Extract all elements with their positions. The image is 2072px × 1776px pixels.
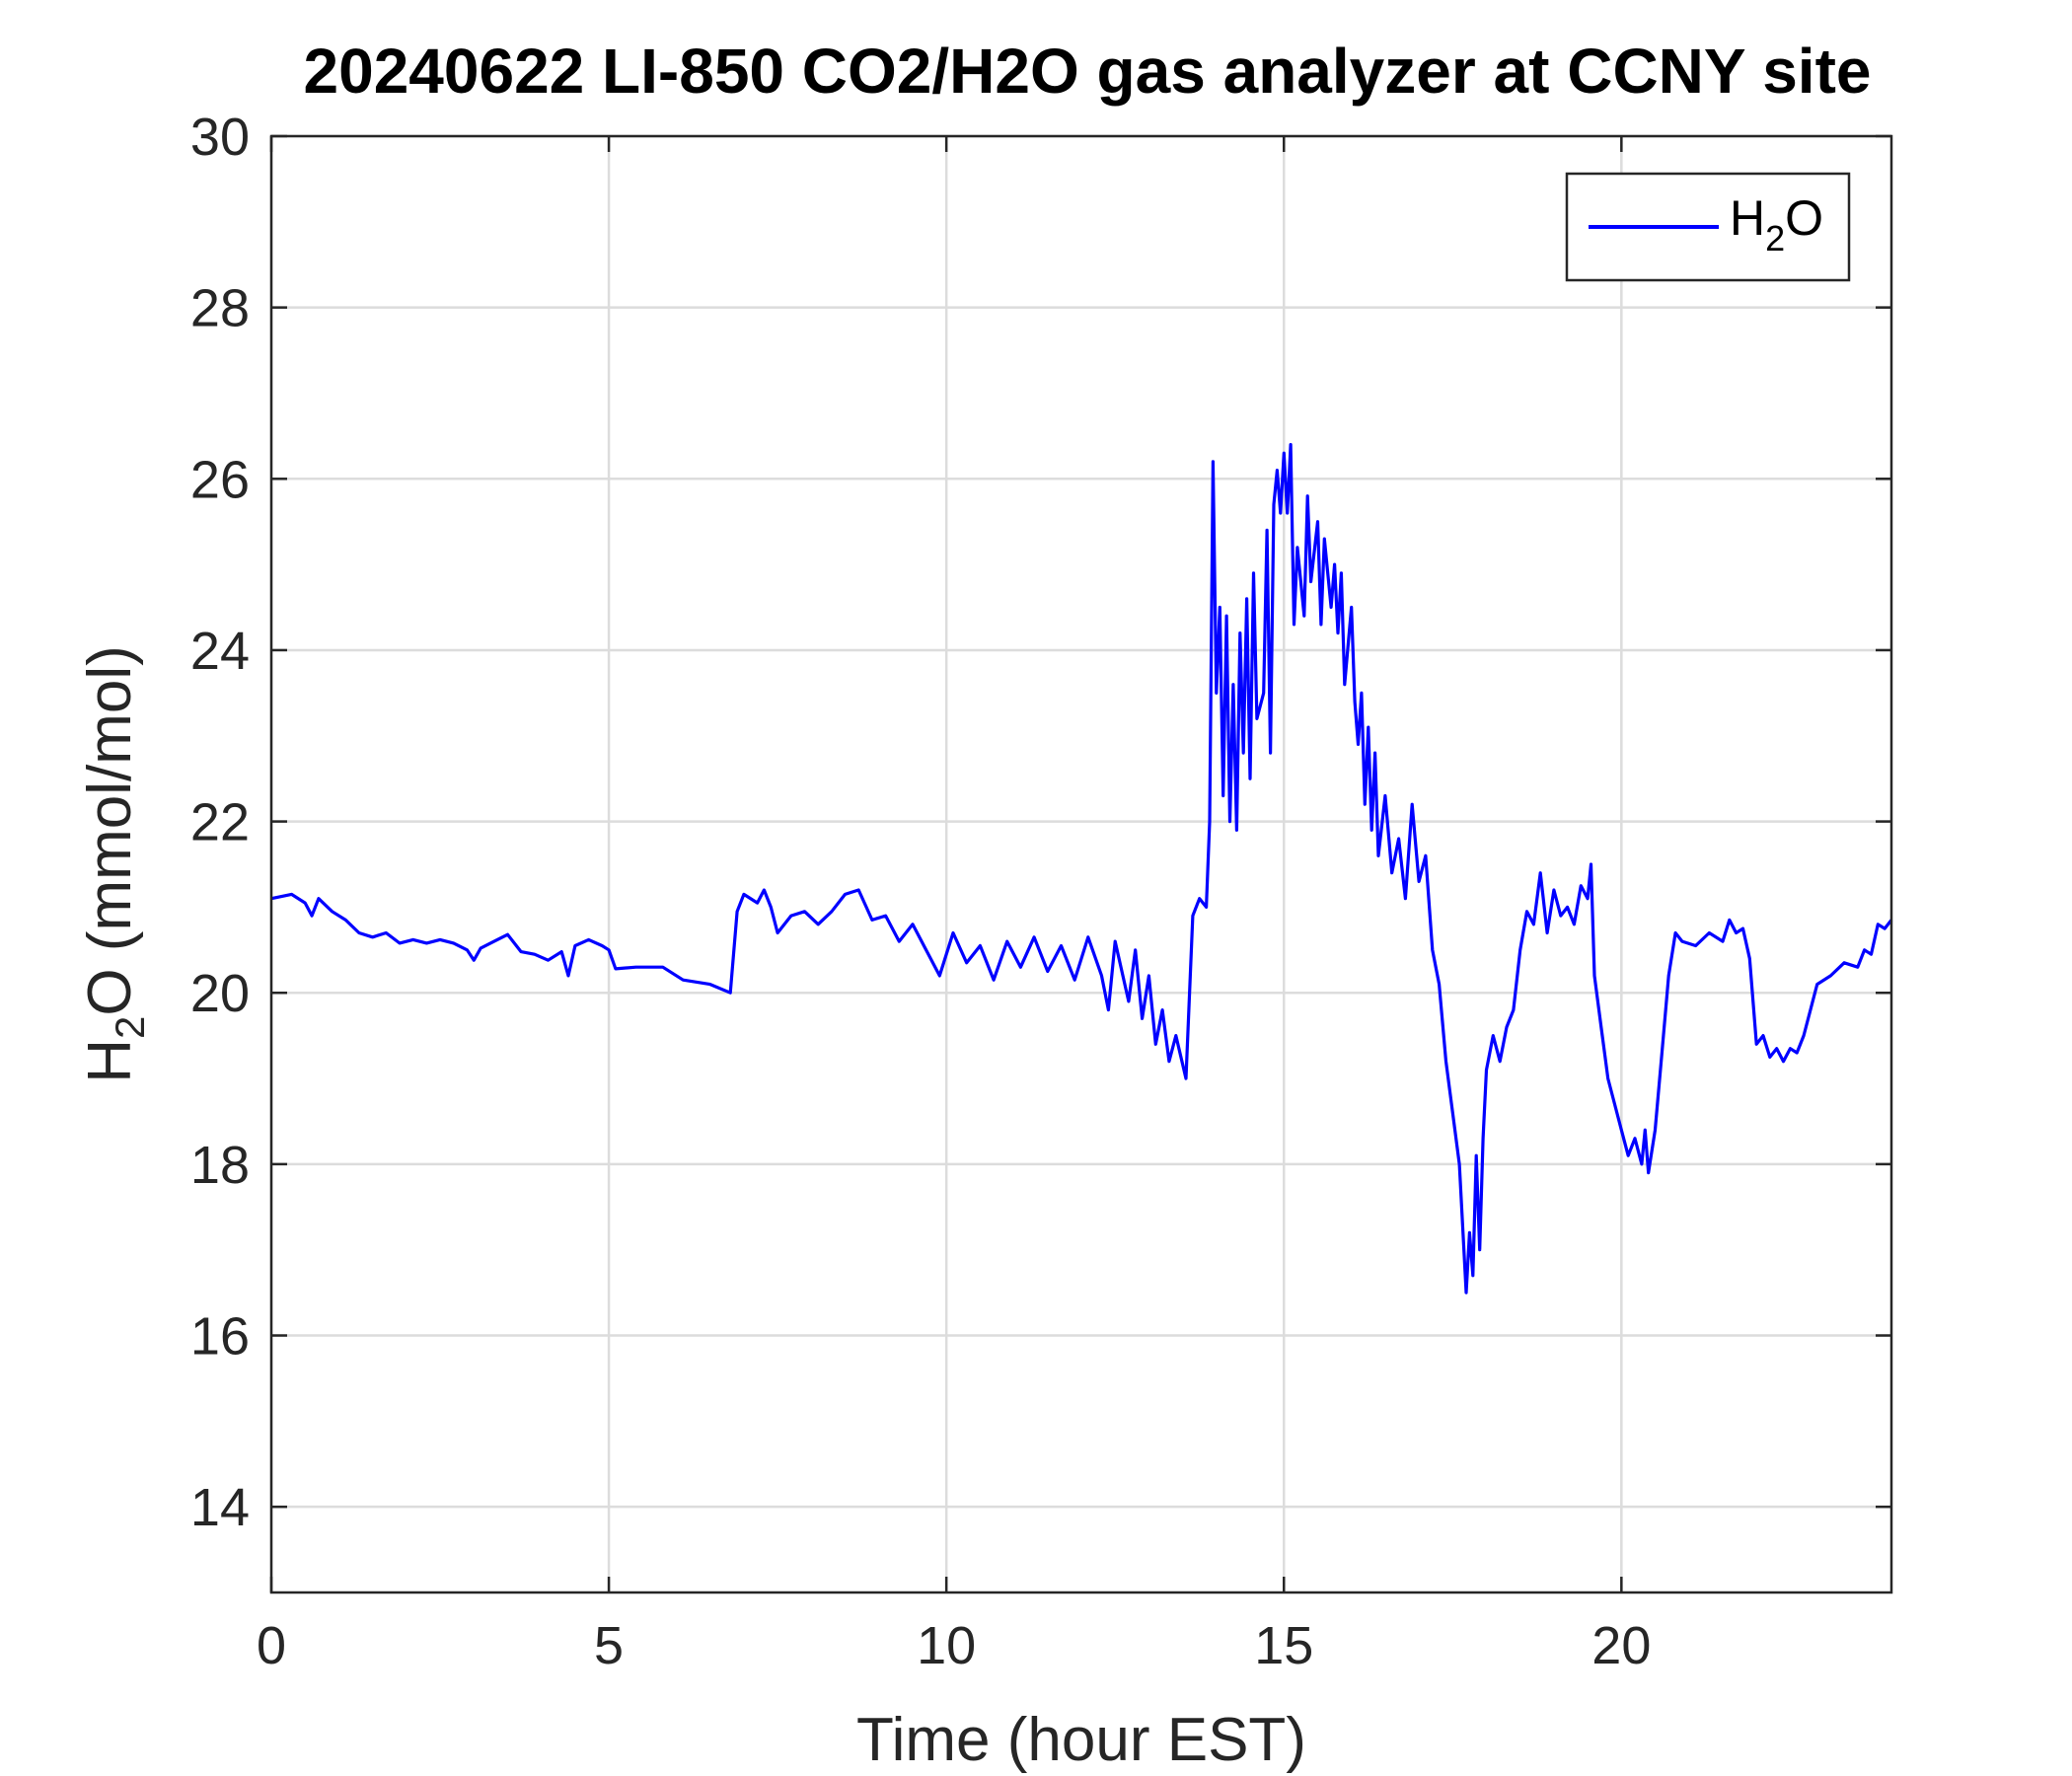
y-tick-label: 30 [190,108,250,167]
y-tick-label: 24 [190,622,250,681]
y-axis-label-rest: O (mmol/mol) [76,645,144,1015]
y-tick-label: 16 [190,1307,250,1367]
x-tick-label: 20 [1591,1616,1651,1675]
legend-label-subscript: 2 [1765,218,1785,259]
grid [269,134,1891,1592]
y-tick-label: 28 [190,279,250,338]
y-tick-label: 18 [190,1136,250,1195]
y-tick-label: 20 [190,964,250,1023]
x-tick-label: 5 [594,1616,624,1675]
ticks: 0 5 10 15 20 14 16 18 20 22 24 26 28 30 [190,108,1891,1675]
y-tick-label: 14 [190,1478,250,1537]
series-layer [270,443,1893,1295]
legend: H2O [1565,172,1851,282]
legend-label: H2O [1730,190,1823,259]
chart-title: 20240622 LI-850 CO2/H2O gas analyzer at … [304,36,1872,107]
y-tick-label: 26 [190,450,250,509]
y-tick-label: 22 [190,793,250,852]
y-axis-label-subscript: 2 [107,1016,153,1039]
x-tick-label: 15 [1254,1616,1313,1675]
x-axis-label: Time (hour EST) [856,1706,1306,1774]
x-tick-label: 10 [917,1616,976,1675]
y-axis-label: H2O (mmol/mol) [76,645,153,1083]
plot-area-frame [269,134,1893,1594]
x-tick-label: 0 [257,1616,286,1675]
legend-label-main: H [1730,190,1765,246]
h2o-series-line [270,443,1893,1295]
legend-label-rest: O [1785,190,1823,246]
y-axis-label-main: H [76,1039,144,1083]
